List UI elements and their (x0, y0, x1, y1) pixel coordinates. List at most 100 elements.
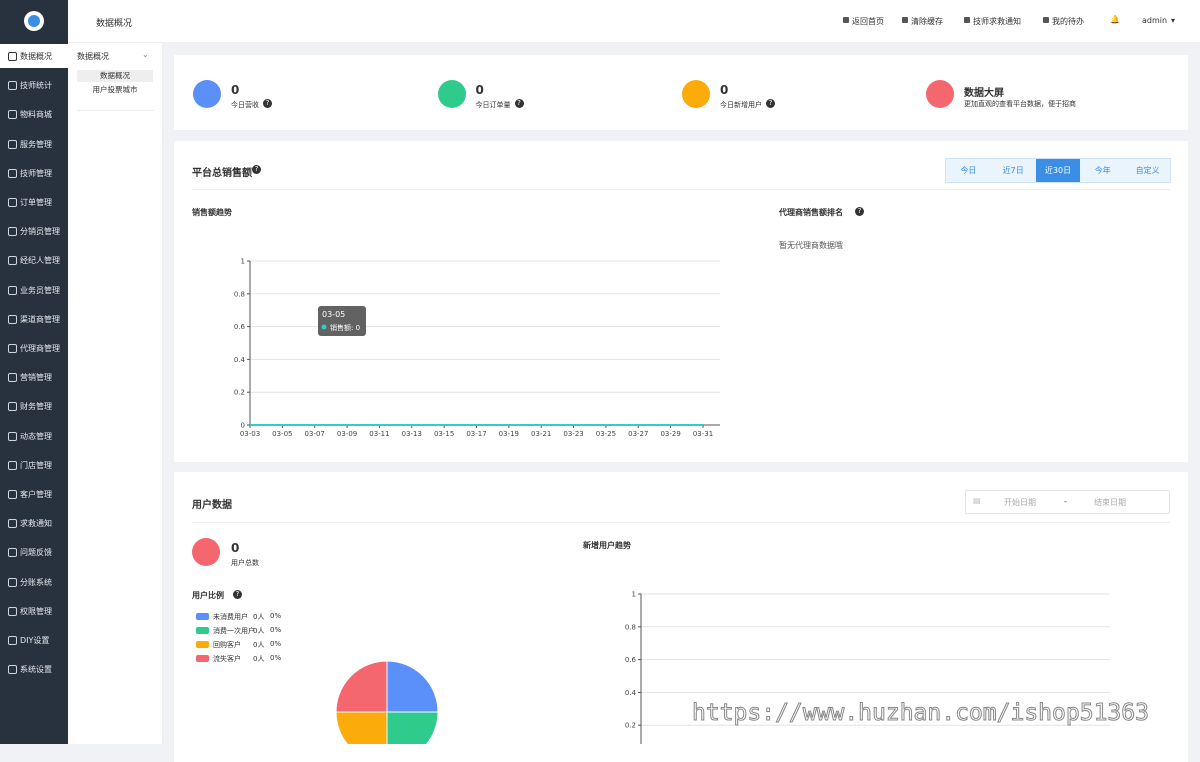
legend-label: 流失客户 (213, 655, 241, 663)
tab[interactable]: 自定义 (1135, 166, 1160, 175)
menu-label[interactable]: 分销员管理 (20, 227, 60, 237)
help-icon[interactable]: ? (233, 590, 242, 599)
menu-label[interactable]: 求救通知 (20, 519, 52, 529)
menu-item[interactable]: 服务管理 (0, 132, 68, 156)
bell[interactable]: 🔔 (1110, 15, 1120, 24)
tab[interactable]: 今日 (960, 166, 977, 175)
menu-item[interactable]: 系统设置 (0, 657, 68, 681)
subnav-item[interactable]: 数据概况 (77, 70, 153, 82)
menu-label[interactable]: 经纪人管理 (20, 256, 60, 266)
menu-item[interactable]: 物料商城 (0, 102, 68, 126)
menu-label[interactable]: 技师统计 (20, 81, 52, 91)
menu-label[interactable]: 客户管理 (20, 490, 52, 499)
menu-label[interactable]: 业务员管理 (20, 285, 60, 295)
x-tick-label: 03-19 (499, 430, 519, 438)
menu-label[interactable]: 营销管理 (20, 373, 52, 383)
chart-title: 销售额趋势 (192, 208, 232, 217)
y-tick-label: 0.8 (625, 623, 636, 631)
menu-item[interactable]: 动态管理 (0, 424, 68, 448)
date-picker[interactable]: ▤ 开始日期 - 结束日期 (965, 490, 1170, 514)
y-tick-label: 1 (241, 258, 245, 266)
legend-label: 回购客户 (213, 641, 241, 649)
logo[interactable] (24, 11, 44, 31)
big-screen-desc: 更加直观的查看平台数据，便于招商 (964, 100, 1076, 108)
y-tick-label: 0.2 (234, 389, 245, 397)
menu-label[interactable]: 财务管理 (20, 402, 52, 412)
menu-item[interactable]: 代理商管理 (0, 336, 68, 360)
menu-label[interactable]: 订单管理 (20, 198, 52, 207)
menu-label[interactable]: 系统设置 (20, 665, 52, 675)
menu-icon (8, 285, 17, 295)
legend-percent: 0% (270, 640, 282, 648)
menu-icon (8, 548, 17, 558)
header-link[interactable]: 清除缓存 (911, 17, 943, 26)
menu-item[interactable]: 技师管理 (0, 161, 68, 185)
tooltip-dot (321, 324, 327, 330)
header-link[interactable]: 我的待办 (1052, 17, 1084, 26)
menu-item[interactable]: 财务管理 (0, 394, 68, 418)
big-screen-title[interactable]: 数据大屏 (964, 88, 1004, 99)
menu-icon (8, 665, 17, 675)
menu-item[interactable]: 分账系统 (0, 570, 68, 594)
help-icon[interactable]: ? (766, 99, 775, 108)
menu-label[interactable]: 分账系统 (20, 577, 52, 587)
date-start[interactable]: 开始日期 (1004, 498, 1036, 507)
stat-value: 0 (231, 83, 240, 97)
subnav-group[interactable]: 数据概况 (77, 52, 109, 61)
menu-label[interactable]: 代理商管理 (20, 344, 60, 353)
stat-value: 0 (475, 83, 484, 97)
help-icon[interactable]: ? (514, 99, 524, 108)
menu-item[interactable]: 求救通知 (0, 511, 68, 535)
header-link[interactable]: 返回首页 (852, 17, 884, 26)
y-tick-label: 0.8 (234, 290, 245, 298)
menu-label[interactable]: 门店管理 (20, 460, 52, 470)
x-tick-label: 03-31 (693, 430, 713, 438)
menu-icon (8, 373, 17, 383)
menu-icon (8, 431, 17, 441)
menu-item[interactable]: DIY设置 (0, 628, 68, 652)
legend-count: 0人 (253, 641, 265, 649)
ranking-title: 代理商销售额排名 (779, 208, 843, 217)
menu-label[interactable]: 问题反馈 (20, 548, 52, 558)
menu-item[interactable]: 客户管理 (0, 482, 68, 506)
user-name[interactable]: admin (1142, 16, 1168, 25)
date-end[interactable]: 结束日期 (1094, 498, 1126, 507)
menu-item[interactable]: 权限管理 (0, 599, 68, 623)
menu-item[interactable]: 问题反馈 (0, 540, 68, 564)
y-tick-label: 1 (632, 591, 636, 599)
menu-item[interactable]: 业务员管理 (0, 278, 68, 302)
menu-label[interactable]: DIY设置 (20, 636, 50, 645)
menu-item[interactable]: 数据概况 (0, 44, 68, 68)
y-tick-label: 0.6 (234, 323, 246, 331)
subnav-item[interactable]: 用户投票城市 (92, 85, 138, 94)
stat-label: 今日新增用户 (720, 101, 762, 109)
menu-label[interactable]: 权限管理 (20, 606, 52, 616)
menu-label[interactable]: 渠道商管理 (20, 314, 60, 324)
trend-title: 新增用户趋势 (583, 541, 631, 550)
tab[interactable]: 今年 (1094, 166, 1111, 175)
menu-item[interactable]: 门店管理 (0, 453, 68, 477)
menu-item[interactable]: 渠道商管理 (0, 307, 68, 331)
header-link[interactable]: 技师求救通知 (973, 17, 1021, 26)
legend-swatch (196, 627, 209, 634)
empty-text: 暂无代理商数据哦 (779, 241, 843, 250)
legend-percent: 0% (270, 612, 282, 620)
menu-label[interactable]: 物料商城 (20, 110, 52, 120)
menu-label[interactable]: 服务管理 (20, 139, 52, 149)
menu-label[interactable]: 数据概况 (20, 52, 52, 61)
menu-label[interactable]: 技师管理 (20, 168, 52, 178)
menu-icon (8, 490, 17, 499)
tab[interactable]: 近30日 (1035, 159, 1081, 182)
menu-item[interactable]: 营销管理 (0, 365, 68, 389)
help-icon[interactable]: ? (252, 165, 261, 174)
help-icon[interactable]: ? (855, 207, 864, 216)
menu-item[interactable]: 订单管理 (0, 190, 68, 214)
menu-item[interactable]: 技师统计 (0, 73, 68, 97)
legend-swatch (196, 613, 209, 620)
menu-item[interactable]: 经纪人管理 (0, 248, 68, 272)
menu-label[interactable]: 动态管理 (20, 431, 52, 441)
menu-item[interactable]: 分销员管理 (0, 219, 68, 243)
help-icon[interactable]: ? (263, 99, 272, 108)
tab[interactable]: 近7日 (1002, 166, 1024, 175)
divider (192, 189, 1170, 190)
